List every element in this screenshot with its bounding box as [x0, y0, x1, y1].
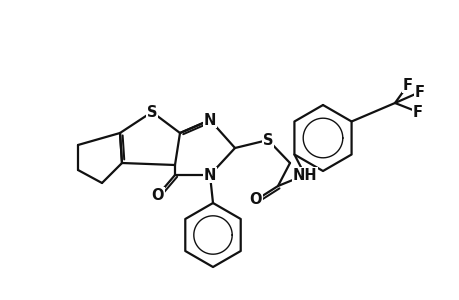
Text: O: O — [151, 188, 164, 202]
Text: F: F — [402, 77, 412, 92]
Text: O: O — [249, 193, 262, 208]
Text: NH: NH — [292, 167, 317, 182]
Text: F: F — [412, 104, 422, 119]
Text: N: N — [203, 167, 216, 182]
Text: F: F — [414, 85, 424, 100]
Text: S: S — [146, 104, 157, 119]
Text: N: N — [203, 112, 216, 128]
Text: S: S — [262, 133, 273, 148]
